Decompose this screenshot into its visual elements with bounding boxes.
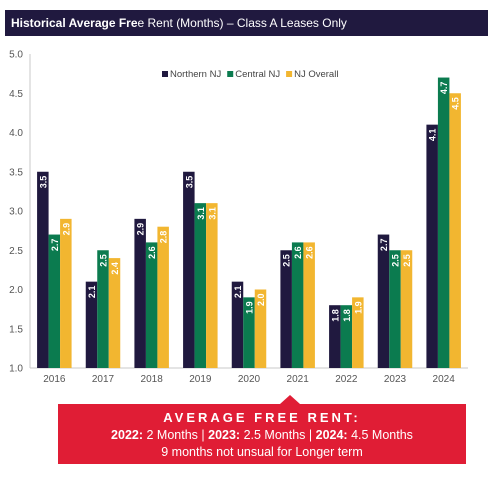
y-tick-label: 4.5 [9, 89, 23, 100]
bar [85, 281, 98, 368]
bar-data-label: 3.5 [38, 176, 48, 189]
bar-data-label: 3.5 [184, 176, 194, 189]
bar [437, 77, 450, 369]
bar-data-label: 1.8 [342, 309, 352, 322]
x-tick-label: 2019 [189, 374, 212, 385]
y-tick-label: 2.5 [9, 246, 23, 257]
bar-data-label: 2.1 [233, 286, 243, 299]
x-tick-label: 2023 [384, 374, 407, 385]
bar-data-label: 2.7 [50, 239, 60, 252]
bar-data-label: 2.6 [305, 246, 315, 259]
bar [280, 250, 292, 368]
bar-data-label: 2.7 [379, 239, 389, 252]
legend-label: Northern NJ [170, 69, 221, 80]
bar-data-label: 2.0 [256, 294, 266, 307]
callout-year-2023: 2023: [208, 428, 241, 442]
bar [329, 305, 341, 368]
chart-title-bold: Historical Average Fre [11, 16, 138, 30]
y-tick-label: 5.0 [9, 50, 23, 61]
bar [97, 250, 109, 368]
y-tick-label: 3.5 [9, 167, 23, 178]
legend-swatch [162, 71, 168, 77]
bar [303, 242, 315, 368]
bar [48, 234, 61, 368]
chart-title-bar: Historical Average Free Rent (Months) – … [5, 10, 488, 36]
bar [37, 171, 49, 368]
x-tick-label: 2017 [92, 374, 115, 385]
callout-value-2023: 2.5 Months | [240, 428, 316, 442]
legend-label: Central NJ [235, 69, 280, 80]
bar [183, 171, 195, 368]
bar [340, 305, 353, 368]
x-tick-label: 2021 [287, 374, 310, 385]
legend-swatch [286, 71, 293, 77]
bar-data-label: 1.9 [353, 301, 363, 314]
bar [194, 203, 207, 368]
bar [157, 226, 169, 368]
bar-data-label: 2.9 [136, 223, 146, 236]
callout-heading: AVERAGE FREE RENT: [163, 410, 361, 425]
bar-data-label: 2.6 [147, 246, 157, 259]
callout-summary: 2022: 2 Months | 2023: 2.5 Months | 2024… [58, 428, 466, 442]
bar-chart: 1.01.52.02.53.03.54.04.55.03.52.72.92016… [9, 50, 468, 385]
y-tick-label: 2.0 [9, 285, 23, 296]
x-tick-label: 2016 [43, 374, 66, 385]
y-tick-label: 1.5 [9, 324, 23, 335]
bar [206, 203, 218, 368]
callout-note: 9 months not unsual for Longer term [161, 445, 363, 459]
bar-data-label: 2.9 [61, 223, 71, 236]
chart-title: Historical Average Free Rent (Months) – … [11, 16, 347, 30]
bar-data-label: 4.5 [451, 97, 461, 110]
bar-data-label: 2.5 [402, 254, 412, 267]
bar-data-label: 3.1 [196, 207, 206, 220]
legend-label: NJ Overall [294, 69, 338, 80]
callout-year-2022: 2022: [111, 428, 144, 442]
x-tick-label: 2022 [335, 374, 358, 385]
bar [243, 297, 255, 368]
bar-data-label: 2.8 [159, 231, 169, 244]
bar-data-label: 2.4 [110, 262, 120, 275]
legend-swatch [227, 71, 234, 77]
y-tick-label: 3.0 [9, 207, 23, 218]
bar [400, 250, 413, 368]
bar-data-label: 1.9 [245, 301, 255, 314]
bar [352, 297, 364, 368]
y-tick-label: 4.0 [9, 128, 23, 139]
bar-data-label: 4.7 [439, 82, 449, 95]
bar-data-label: 2.5 [99, 254, 109, 267]
bar-data-label: 1.8 [330, 309, 340, 322]
bar [60, 218, 72, 368]
bar [389, 250, 401, 368]
callout-value-2022: 2 Months | [143, 428, 209, 442]
callout-value-2024: 4.5 Months [347, 428, 413, 442]
bar [145, 242, 158, 368]
bar-data-label: 3.1 [207, 207, 217, 220]
bar-data-label: 2.5 [282, 254, 292, 267]
bar-data-label: 2.1 [87, 286, 97, 299]
bar [426, 124, 438, 369]
callout-pointer [280, 395, 300, 404]
bar [231, 281, 244, 368]
callout-year-2024: 2024: [315, 428, 348, 442]
bar [134, 218, 146, 368]
bar [291, 242, 304, 368]
bar [108, 258, 121, 368]
x-tick-label: 2024 [433, 374, 456, 385]
bar [449, 93, 461, 368]
bar-data-label: 2.6 [293, 246, 303, 259]
chart-title-rest: e Rent (Months) – Class A Leases Only [137, 16, 347, 30]
bar-data-label: 2.5 [391, 254, 401, 267]
bar [377, 234, 390, 368]
bar [254, 289, 267, 368]
y-tick-label: 1.0 [9, 364, 23, 375]
x-tick-label: 2018 [141, 374, 164, 385]
free-rent-callout: AVERAGE FREE RENT: 2022: 2 Months | 2023… [58, 395, 466, 464]
x-tick-label: 2020 [238, 374, 261, 385]
bar-data-label: 4.1 [428, 129, 438, 142]
